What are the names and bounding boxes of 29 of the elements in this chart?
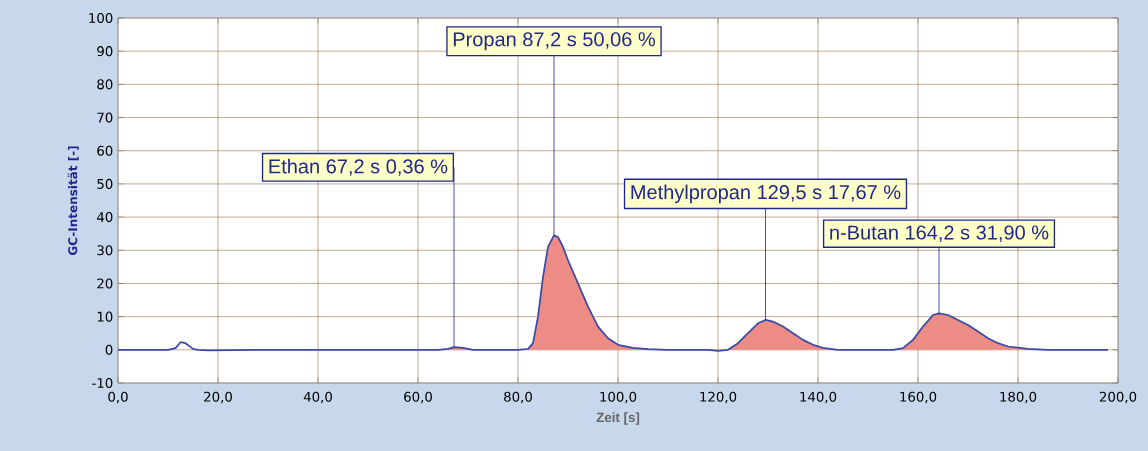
y-tick-label: 30 <box>97 245 113 256</box>
x-tick-label: 40,0 <box>303 391 332 404</box>
y-tick-label: 60 <box>97 145 113 156</box>
y-tick-label: 40 <box>96 212 113 223</box>
y-tick-label: 50 <box>97 178 113 189</box>
y-tick-label: 20 <box>97 278 113 289</box>
annotation: n-Butan 164,2 s 31,90 % <box>830 225 1049 242</box>
y-tick-label: 10 <box>97 311 113 322</box>
x-tick-label: 0,0 <box>108 391 128 404</box>
x-tick-label: 60,0 <box>404 391 432 404</box>
y-axis-title: GC-Intensität [-] <box>67 146 79 256</box>
y-tick-label: -10 <box>92 377 113 389</box>
x-tick-label: 80,0 <box>504 391 532 404</box>
x-tick-label: 20,0 <box>204 391 232 404</box>
x-tick-label: 120,0 <box>700 391 737 404</box>
y-tick-label: 80 <box>97 79 113 90</box>
annotation: Propan 87,2 s 50,06 % <box>453 32 655 51</box>
y-tick-label: 70 <box>97 112 113 123</box>
y-tick-label: 100 <box>89 12 113 24</box>
x-tick-label: 180,0 <box>1000 391 1037 404</box>
annotation: Methylpropan 129,5 s 17,67 % <box>631 184 901 204</box>
y-tick-label: 0 <box>105 344 113 355</box>
x-tick-label: 200,0 <box>1099 391 1137 404</box>
x-tick-label: 100,0 <box>600 391 637 404</box>
annotation: Ethan 67,2 s 0,36 % <box>269 158 448 176</box>
x-tick-label: 160,0 <box>900 391 937 404</box>
x-tick-label: 140,0 <box>800 391 837 404</box>
y-tick-label: 90 <box>97 46 113 57</box>
x-axis-title: Zeit [s] <box>596 412 640 425</box>
